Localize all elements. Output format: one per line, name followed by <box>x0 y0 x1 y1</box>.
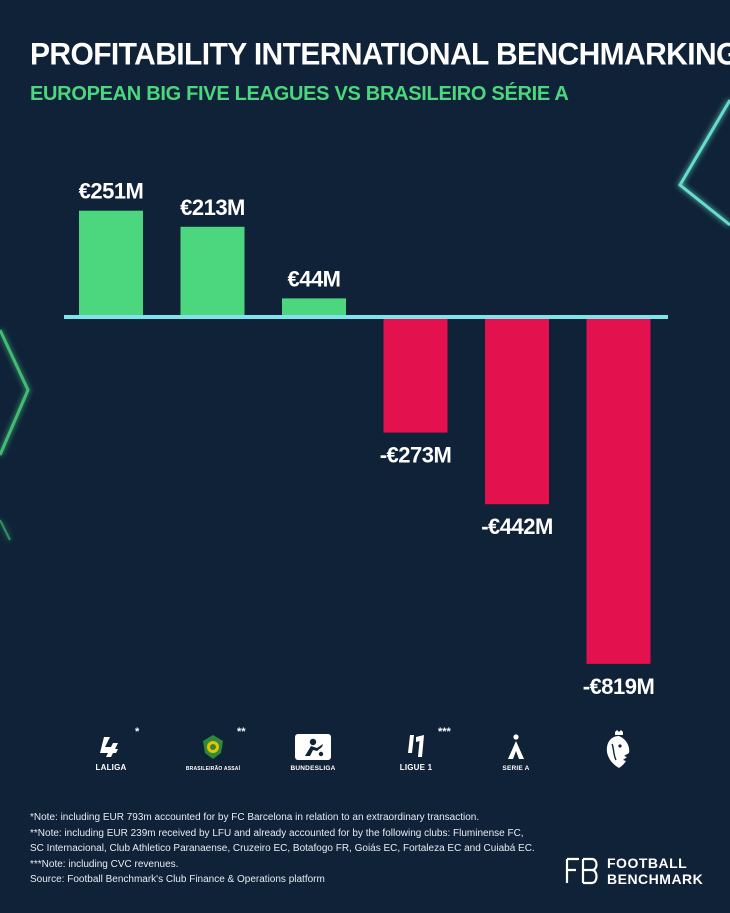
data-label: €44M <box>287 266 340 291</box>
serie-a-logo-icon <box>508 733 524 759</box>
brand-line-1: FOOTBALL <box>607 855 688 871</box>
footnote-source: Source: Football Benchmark's Club Financ… <box>30 874 325 885</box>
footnote-brasileirao: **Note: including EUR 239m received by L… <box>30 827 524 839</box>
data-label: €251M <box>79 179 144 204</box>
bar-serie-a <box>485 317 549 505</box>
bar-bundesliga <box>282 298 346 317</box>
bar-premier-league <box>586 317 651 664</box>
footnotes: *Note: including EUR 793m accounted for … <box>30 810 550 888</box>
league-laliga: * LALIGA <box>71 726 151 772</box>
league-ligue1: *** LIGUE 1 <box>376 726 456 772</box>
profitability-bar-chart: €251M €213M €44M -€273M -€442M -€819M <box>64 179 668 699</box>
data-label: -€442M <box>481 514 553 539</box>
league-name: LIGUE 1 <box>399 763 433 772</box>
league-brasileirao: ** BRASILEIRÃO ASSAÍ <box>173 726 253 772</box>
league-name: SERIE A <box>502 765 530 772</box>
laliga-logo-icon <box>100 736 118 757</box>
premier-league-lion-icon <box>606 730 630 768</box>
zero-baseline <box>64 315 668 319</box>
bar-laliga <box>79 210 143 317</box>
brasileirao-logo-icon <box>203 735 223 759</box>
page-subtitle: EUROPEAN BIG FIVE LEAGUES VS BRASILEIRO … <box>30 83 569 105</box>
ligue1-logo-icon <box>408 734 424 757</box>
league-name: LALIGA <box>95 763 127 772</box>
brand-line-2: BENCHMARK <box>607 871 704 887</box>
league-asterisk: ** <box>237 726 246 738</box>
football-benchmark-brand: FOOTBALL BENCHMARK <box>565 855 703 887</box>
footnote-ligue1: ***Note: including CVC revenues. <box>30 858 179 870</box>
bar-brasileir-o-assa- <box>180 226 245 317</box>
footnote-laliga: *Note: including EUR 793m accounted for … <box>30 812 480 823</box>
league-premier-league <box>579 728 659 772</box>
league-serie-a: SERIE A <box>476 728 556 772</box>
league-asterisk: *** <box>438 726 451 738</box>
league-name: BRASILEIRÃO ASSAÍ <box>185 766 241 772</box>
data-label: -€819M <box>583 674 655 699</box>
fb-monogram-icon <box>565 857 598 885</box>
page-title: PROFITABILITY INTERNATIONAL BENCHMARKING <box>30 37 730 72</box>
data-label: -€273M <box>380 443 452 468</box>
league-bundesliga: BUNDESLIGA <box>273 728 353 772</box>
league-asterisk: * <box>135 726 140 738</box>
league-name: BUNDESLIGA <box>290 765 336 772</box>
bar-ligue-1 <box>383 317 448 433</box>
bundesliga-logo-icon <box>295 733 331 760</box>
footnote-brasileirao-cont: SC Internacional, Club Athletico Paranae… <box>30 843 535 854</box>
league-logo-row: * LALIGA ** BRASILEIRÃO ASSAÍ <box>0 726 730 772</box>
data-label: €213M <box>180 195 245 220</box>
